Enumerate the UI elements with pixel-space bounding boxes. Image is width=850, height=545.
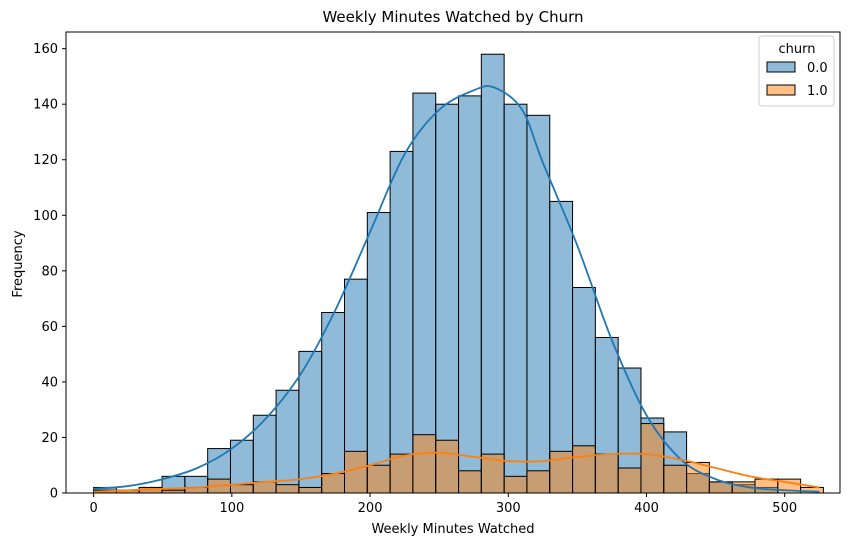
y-tick-label-2: 40: [41, 375, 58, 390]
x-tick-label-2: 200: [358, 501, 383, 516]
x-axis-title: Weekly Minutes Watched: [371, 522, 534, 537]
plot-area: [65, 31, 841, 494]
legend-label-0: 0.0: [807, 61, 828, 76]
bar-series-1-bin-11: [344, 450, 368, 494]
bar-series-1-bin-24: [640, 423, 665, 494]
y-axis-title: Frequency: [11, 230, 26, 297]
bar-series-0-bin-17: [480, 53, 505, 494]
legend-swatch-1: [766, 84, 796, 96]
bar-series-0-bin-16: [458, 95, 482, 494]
bar-series-0-bin-20: [549, 200, 574, 494]
series-0-bars: [93, 53, 779, 494]
y-tick-label-1: 20: [41, 431, 58, 446]
bar-series-1-bin-13: [389, 453, 414, 494]
bar-series-1-bin-10: [321, 473, 346, 494]
bar-series-0-bin-13: [389, 150, 414, 494]
bar-series-0-bin-18: [503, 103, 528, 494]
y-axis: 0 20 40 60 80 100 120 140 160: [33, 42, 66, 502]
bar-series-1-bin-25: [663, 464, 688, 494]
kde-line-series-1: [93, 451, 820, 493]
bar-series-0-bin-10: [321, 311, 346, 494]
bar-series-1-bin-15: [435, 439, 460, 494]
bar-series-1-bin-9: [298, 486, 323, 494]
x-tick-label-5: 500: [772, 501, 797, 516]
bar-series-1-bin-16: [458, 470, 482, 494]
bar-series-0-bin-8: [275, 389, 300, 494]
chart-title: Weekly Minutes Watched by Churn: [322, 8, 583, 26]
bar-series-0-bin-15: [435, 103, 460, 494]
plot-frame: [65, 31, 841, 494]
legend-label-1: 1.0: [807, 84, 828, 99]
bar-series-1-bin-23: [617, 467, 642, 494]
bar-series-1-bin-14: [412, 434, 437, 494]
bar-series-1-bin-18: [503, 475, 528, 494]
y-tick-label-5: 100: [33, 209, 58, 224]
y-tick-label-6: 120: [33, 153, 58, 168]
legend-swatch-0: [766, 61, 796, 73]
x-tick-label-1: 100: [219, 501, 244, 516]
x-tick-label-0: 0: [90, 501, 98, 516]
x-tick-label-3: 300: [496, 501, 521, 516]
y-tick-label-4: 80: [41, 264, 58, 279]
y-tick-label-7: 140: [33, 98, 58, 113]
bar-series-1-bin-6: [229, 484, 254, 494]
bar-series-1-bin-8: [275, 484, 300, 494]
y-tick-label-0: 0: [50, 487, 58, 502]
kde-line-series-0: [93, 85, 820, 493]
bar-series-1-bin-19: [526, 470, 551, 494]
legend-title: churn: [779, 42, 816, 57]
y-tick-label-8: 160: [33, 42, 58, 57]
bar-series-1-bin-21: [572, 445, 596, 494]
bar-series-0-bin-12: [366, 212, 391, 494]
series-1-bars: [93, 423, 824, 494]
bar-series-0-bin-14: [412, 92, 437, 494]
x-tick-label-4: 400: [634, 501, 659, 516]
x-axis: 0 100 200 300 400 500: [90, 493, 797, 516]
bar-series-1-bin-22: [594, 453, 619, 494]
y-tick-label-3: 60: [41, 320, 58, 335]
bar-series-1-bin-12: [366, 464, 391, 494]
legend: churn 0.0 1.0: [758, 35, 835, 107]
